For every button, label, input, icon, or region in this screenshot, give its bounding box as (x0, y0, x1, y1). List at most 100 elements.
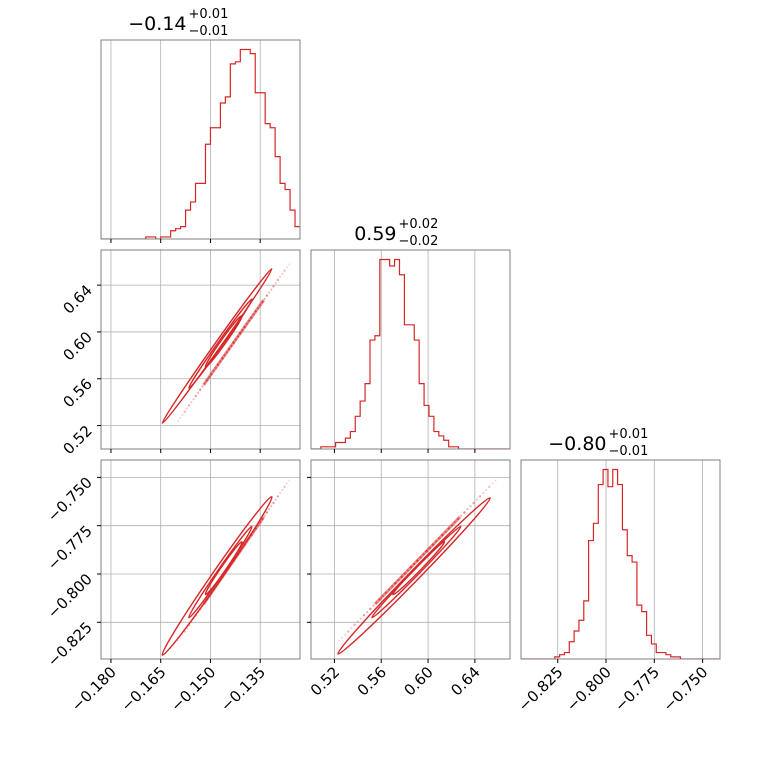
panel-frame (310, 459, 511, 660)
sample-point (198, 388, 202, 391)
sample-point (472, 501, 476, 504)
sample-point (199, 388, 202, 392)
y-tick-label: 0.52 (59, 422, 95, 458)
sample-point (190, 401, 193, 404)
sample-point (274, 282, 277, 285)
panel-title-plus: +0.01 (609, 427, 649, 442)
x-tick-label: −0.800 (563, 663, 615, 715)
panel-frame (100, 249, 301, 450)
sample-point (368, 608, 372, 611)
sample-point (287, 479, 291, 482)
scatter-panel-1-2 (307, 459, 511, 663)
x-tick-label: −0.750 (659, 663, 711, 715)
x-tick-label: 0.64 (447, 663, 483, 699)
x-tick-label: −0.165 (118, 663, 170, 715)
scatter-content (161, 479, 291, 656)
sample-point (267, 291, 271, 294)
sample-point (267, 508, 271, 511)
panel-title-plus: +0.01 (189, 7, 229, 22)
sample-point (265, 511, 268, 514)
contour-level-1 (371, 525, 462, 619)
y-tick-label: −0.825 (44, 618, 96, 670)
sample-point (265, 294, 268, 297)
x-tick-label: −0.775 (611, 663, 663, 715)
scatter-content (161, 263, 291, 424)
y-tick-label: 0.56 (59, 375, 95, 411)
histogram-panel-2: −0.80 +0.01 −0.01 (520, 427, 721, 663)
panel-title-median: 0.59 (354, 223, 396, 245)
scatter-panel-0-2 (97, 459, 301, 663)
contour-level-0 (161, 495, 273, 656)
histogram-series (311, 258, 510, 449)
histogram-panel-1: 0.59 +0.02 −0.02 (310, 217, 511, 453)
contour-level-2 (204, 314, 243, 368)
sample-point (283, 269, 286, 272)
histogram-series (521, 468, 720, 659)
sample-point (346, 630, 350, 633)
sample-density (202, 299, 265, 386)
contour-level-1 (188, 298, 253, 389)
sample-point (270, 505, 273, 508)
sample-point (183, 410, 186, 413)
contour-level-2 (204, 541, 243, 596)
sample-point (366, 611, 369, 614)
sample-point (263, 297, 266, 300)
sample-point (463, 511, 466, 514)
y-tick-label: 0.60 (59, 328, 95, 364)
sample-point (343, 633, 347, 636)
sample-point (188, 404, 191, 407)
x-tick-label: 0.60 (401, 663, 437, 699)
sample-point (494, 479, 497, 482)
x-tick-label: −0.825 (515, 663, 567, 715)
sample-point (283, 269, 286, 272)
contour-level-0 (161, 268, 273, 424)
sample-point (372, 604, 375, 607)
y-tick-label: −0.775 (44, 522, 96, 574)
sample-point (485, 488, 488, 492)
y-tick-label: 0.64 (59, 281, 95, 317)
x-tick-label: −0.150 (167, 663, 219, 715)
sample-point (466, 508, 469, 511)
y-tick-label: −0.800 (44, 570, 96, 622)
sample-point (192, 398, 195, 401)
sample-point (181, 413, 184, 417)
sample-point (285, 266, 288, 269)
x-tick-label: 0.52 (307, 663, 343, 699)
sample-density (373, 515, 462, 606)
sample-point (272, 502, 275, 505)
sample-point (263, 514, 266, 517)
sample-point (353, 624, 356, 627)
sample-point (279, 275, 282, 278)
sample-point (194, 395, 197, 398)
sample-point (491, 482, 494, 485)
sample-point (338, 639, 341, 642)
panel-frame (100, 459, 301, 660)
sample-point (287, 263, 291, 266)
scatter-panel-0-1 (97, 249, 301, 453)
x-tick-label: −0.180 (68, 663, 120, 715)
sample-point (183, 410, 186, 414)
histogram-panel-0: −0.14 +0.01 −0.01 (100, 7, 301, 243)
panel-title-minus: −0.01 (189, 24, 229, 39)
contour-level-2 (392, 541, 446, 596)
sample-point (362, 614, 365, 617)
panel-title-plus: +0.02 (399, 217, 439, 232)
sample-point (272, 501, 275, 504)
sample-point (196, 391, 200, 394)
sample-point (482, 491, 485, 495)
sample-point (270, 288, 273, 291)
sample-point (274, 498, 277, 501)
sample-point (472, 502, 475, 505)
sample-point (359, 617, 362, 620)
x-tick-label: 0.56 (354, 663, 390, 699)
sample-point (488, 485, 491, 489)
sample-point (179, 416, 182, 419)
sample-point (356, 620, 359, 623)
sample-point (176, 419, 179, 422)
histogram-series (101, 48, 300, 239)
sample-point (272, 284, 275, 288)
x-tick-label: −0.135 (217, 663, 269, 715)
sample-point (353, 623, 356, 626)
sample-point (283, 485, 286, 489)
contour-level-1 (188, 525, 253, 619)
